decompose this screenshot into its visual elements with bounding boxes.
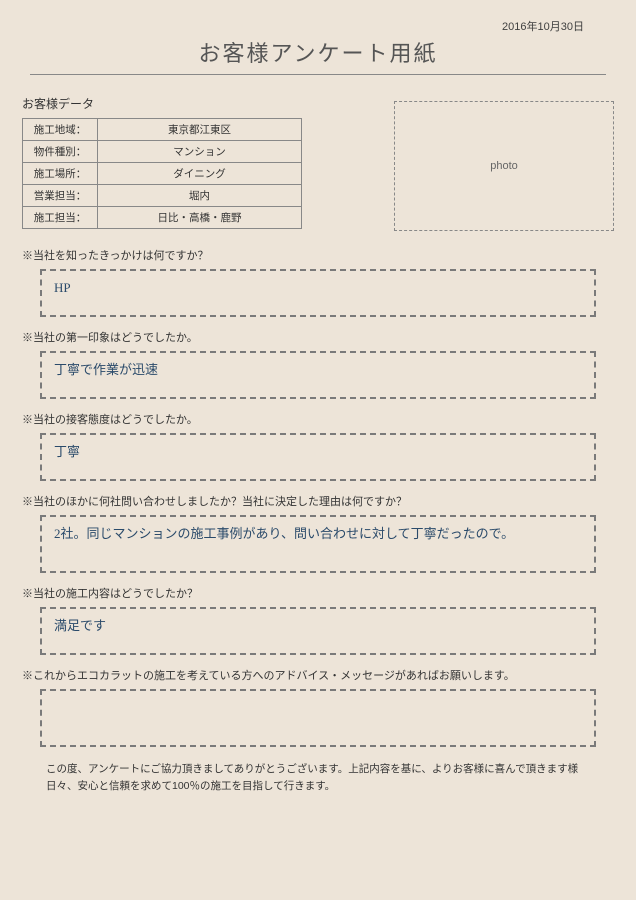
- answer-box: 満足です: [40, 607, 596, 655]
- customer-data-block: お客様データ 施工地域：東京都江東区物件種別：マンション施工場所：ダイニング営業…: [22, 95, 302, 231]
- customer-data-label: お客様データ: [22, 95, 302, 112]
- photo-placeholder: photo: [394, 101, 614, 231]
- question-label: ※これからエコカラットの施工を考えている方へのアドバイス・メッセージがあればお願…: [22, 667, 614, 683]
- answer-box: HP: [40, 269, 596, 317]
- question-label: ※当社のほかに何社問い合わせしましたか？当社に決定した理由は何ですか？: [22, 493, 614, 509]
- table-row: 物件種別：マンション: [23, 141, 302, 163]
- customer-data-table: 施工地域：東京都江東区物件種別：マンション施工場所：ダイニング営業担当：堀内施工…: [22, 118, 302, 229]
- document-date: 2016年10月30日: [22, 18, 614, 34]
- row-label: 物件種別：: [23, 141, 98, 163]
- document-title: お客様アンケート用紙: [30, 36, 606, 75]
- row-value: 堀内: [98, 185, 302, 207]
- row-value: 東京都江東区: [98, 119, 302, 141]
- answer-box: 丁寧: [40, 433, 596, 481]
- row-label: 施工場所：: [23, 163, 98, 185]
- answer-box: 丁寧で作業が迅速: [40, 351, 596, 399]
- table-row: 営業担当：堀内: [23, 185, 302, 207]
- footer-note: この度、アンケートにご協力頂きましてありがとうございます。上記内容を基に、よりお…: [46, 761, 590, 795]
- row-value: 日比・高橋・鹿野: [98, 207, 302, 229]
- question-label: ※当社の接客態度はどうでしたか。: [22, 411, 614, 427]
- row-label: 施工担当：: [23, 207, 98, 229]
- table-row: 施工地域：東京都江東区: [23, 119, 302, 141]
- question-label: ※当社の第一印象はどうでしたか。: [22, 329, 614, 345]
- questions-section: ※当社を知ったきっかけは何ですか？ HP ※当社の第一印象はどうでしたか。丁寧で作業…: [22, 247, 614, 747]
- row-label: 営業担当：: [23, 185, 98, 207]
- answer-box: [40, 689, 596, 747]
- row-value: ダイニング: [98, 163, 302, 185]
- question-label: ※当社の施工内容はどうでしたか？: [22, 585, 614, 601]
- header-row: お客様データ 施工地域：東京都江東区物件種別：マンション施工場所：ダイニング営業…: [22, 95, 614, 231]
- row-value: マンション: [98, 141, 302, 163]
- answer-box: 2社。同じマンションの施工事例があり、問い合わせに対して丁寧だったので。: [40, 515, 596, 573]
- question-label: ※当社を知ったきっかけは何ですか？: [22, 247, 614, 263]
- table-row: 施工担当：日比・高橋・鹿野: [23, 207, 302, 229]
- row-label: 施工地域：: [23, 119, 98, 141]
- table-row: 施工場所：ダイニング: [23, 163, 302, 185]
